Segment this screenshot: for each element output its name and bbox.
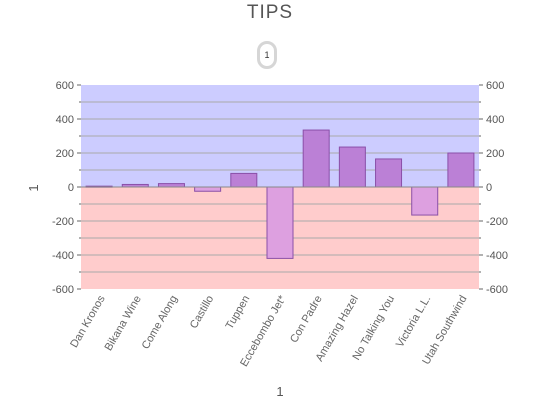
bar (447, 152, 475, 188)
x-axis-label: 1 (276, 384, 283, 399)
x-category-label: Come Along (140, 294, 180, 352)
x-category-label: Tuppen (224, 294, 253, 332)
bar (338, 146, 366, 188)
chart-title: TIPS (246, 2, 294, 23)
y-tick-label: 600 (56, 80, 74, 92)
bar (157, 183, 185, 188)
bar (302, 129, 330, 188)
y-tick-label: 0 (68, 182, 74, 194)
y-tick-label: -200 (52, 216, 74, 228)
x-category-label: Con Padre (288, 294, 325, 346)
y-tick-label: -600 (52, 284, 74, 296)
x-category-label: Victoria L.L. (394, 294, 433, 350)
bar (411, 186, 439, 216)
y-tick-label: -400 (52, 250, 74, 262)
x-category-label: Bikana Wine (103, 294, 144, 353)
y-right-tick-label: 200 (486, 148, 504, 160)
y-axis-label: 1 (26, 184, 41, 191)
y-tick-label: 400 (56, 114, 74, 126)
page-button[interactable]: 1 (257, 41, 277, 69)
bar (230, 172, 258, 188)
y-right-tick-label: 400 (486, 114, 504, 126)
y-tick-label: 200 (56, 148, 74, 160)
y-right-tick-label: -600 (486, 284, 508, 296)
bar (375, 158, 403, 188)
y-right-tick-label: -200 (486, 216, 508, 228)
y-right-tick-label: 600 (486, 80, 504, 92)
x-category-label: Dan Kronos (68, 293, 108, 350)
bar (266, 186, 294, 259)
y-right-tick-label: 0 (486, 182, 492, 194)
bar (194, 186, 222, 192)
x-category-label: Castillo (188, 294, 216, 331)
y-right-tick-label: -400 (486, 250, 508, 262)
